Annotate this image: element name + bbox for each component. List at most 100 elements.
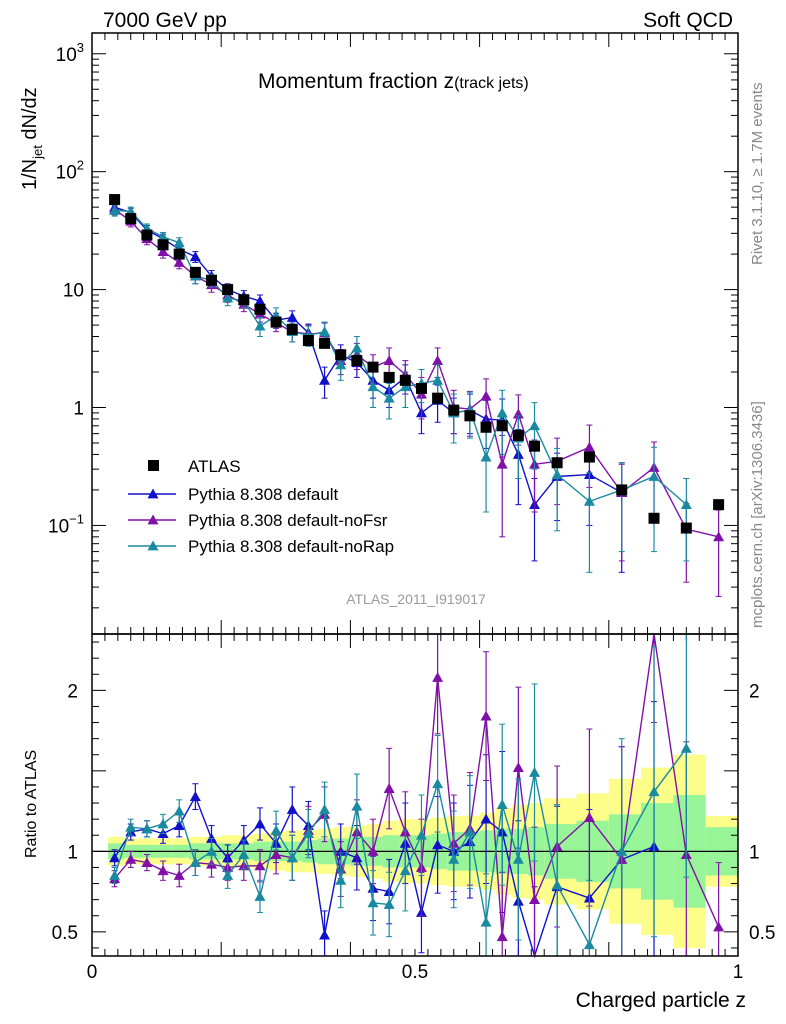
data-series [109, 194, 725, 959]
legend-marker-square [148, 460, 159, 471]
data-point [512, 853, 524, 864]
data-point [529, 440, 541, 452]
y-tick-label: 10 [63, 281, 84, 302]
data-point [270, 824, 282, 835]
data-point [713, 531, 725, 542]
ratio-y-tick-label-right: 0.5 [749, 923, 775, 944]
legend-label: ATLAS [188, 457, 241, 476]
data-point [464, 410, 476, 422]
data-point [399, 374, 411, 386]
data-point [254, 818, 266, 829]
data-point [496, 458, 508, 469]
data-point [319, 374, 331, 385]
data-point [254, 295, 266, 306]
data-point [496, 407, 508, 418]
data-point [319, 803, 331, 814]
ratio-y-tick-label: 2 [67, 681, 78, 702]
ratio-plot-frame [91, 633, 739, 957]
data-point [432, 374, 444, 385]
data-point [432, 778, 444, 789]
data-point [254, 890, 266, 901]
data-point [383, 783, 395, 793]
data-point [583, 495, 595, 506]
data-point [319, 337, 331, 349]
data-point [616, 484, 628, 496]
legend-label: Pythia 8.308 default-noFsr [188, 511, 388, 530]
data-point [383, 371, 395, 383]
data-point [173, 870, 185, 880]
data-point [335, 349, 347, 361]
data-point [399, 381, 411, 392]
header-left: 7000 GeV pp [103, 9, 227, 32]
data-point [496, 799, 508, 810]
y-tick-label-exponent: 2 [77, 158, 84, 173]
data-point [432, 839, 444, 850]
data-point [222, 284, 234, 296]
main-y-axis-label: 1/Njet dN/dz [19, 87, 45, 190]
plot-title: Momentum fraction z(track jets) [258, 70, 529, 93]
data-point [616, 845, 628, 856]
data-point [189, 266, 201, 278]
data-point [464, 826, 476, 837]
data-point [512, 762, 524, 773]
data-point [415, 829, 427, 840]
side-label-bottom: mcplots.cern.ch [arXiv:1306.3436] [749, 401, 766, 628]
x-axis-label: Charged particle z [576, 989, 746, 1012]
data-point [680, 499, 692, 510]
y-tick-label: 1 [73, 399, 84, 420]
data-point [583, 451, 595, 463]
data-point [147, 540, 159, 551]
legend-label: Pythia 8.308 default [188, 485, 339, 504]
ratio-y-tick-label-right: 1 [749, 842, 760, 863]
ratio-y-tick-label: 1 [67, 842, 78, 863]
data-point [529, 420, 541, 431]
legend: ATLAS Pythia 8.308 default Pythia 8.308 de… [128, 457, 394, 556]
data-point [125, 213, 137, 225]
data-point [648, 786, 660, 797]
data-point [254, 303, 266, 315]
data-point [125, 853, 137, 864]
data-point [147, 514, 159, 525]
data-point [529, 894, 541, 905]
data-point [680, 522, 692, 534]
data-point [713, 921, 725, 932]
data-point [238, 834, 250, 845]
data-point [480, 710, 492, 721]
data-point [189, 251, 201, 262]
data-point [583, 441, 595, 452]
x-tick-label: 0.5 [402, 962, 428, 983]
data-point [648, 512, 660, 524]
plot-title-main: Momentum fraction z [258, 70, 454, 93]
data-point [432, 671, 444, 682]
data-point [109, 194, 121, 206]
data-point [319, 929, 331, 940]
data-point [222, 292, 234, 303]
data-point [147, 488, 159, 499]
data-point [222, 870, 234, 880]
data-point [157, 818, 169, 829]
data-point [286, 803, 298, 814]
data-point [351, 355, 363, 367]
data-point [157, 239, 169, 251]
data-point [415, 382, 427, 394]
data-point [367, 361, 379, 373]
y-axis-label-rest: dN/dz [19, 87, 41, 145]
data-point [238, 849, 250, 859]
data-point [583, 939, 595, 950]
legend-label: Pythia 8.308 default-noRap [188, 537, 394, 556]
data-point [367, 381, 379, 392]
data-point [173, 805, 185, 816]
data-point [286, 852, 298, 863]
data-point [270, 849, 282, 859]
data-point [319, 326, 331, 337]
data-point [157, 865, 169, 876]
y-tick-label: 10−1 [48, 511, 84, 537]
data-point [583, 812, 595, 822]
data-point [109, 870, 121, 880]
y-tick-label-exponent: 3 [77, 40, 84, 55]
ratio-y-tick-label-right: 2 [749, 681, 760, 702]
data-point [448, 853, 460, 864]
data-point [496, 420, 508, 432]
data-point [141, 857, 153, 868]
